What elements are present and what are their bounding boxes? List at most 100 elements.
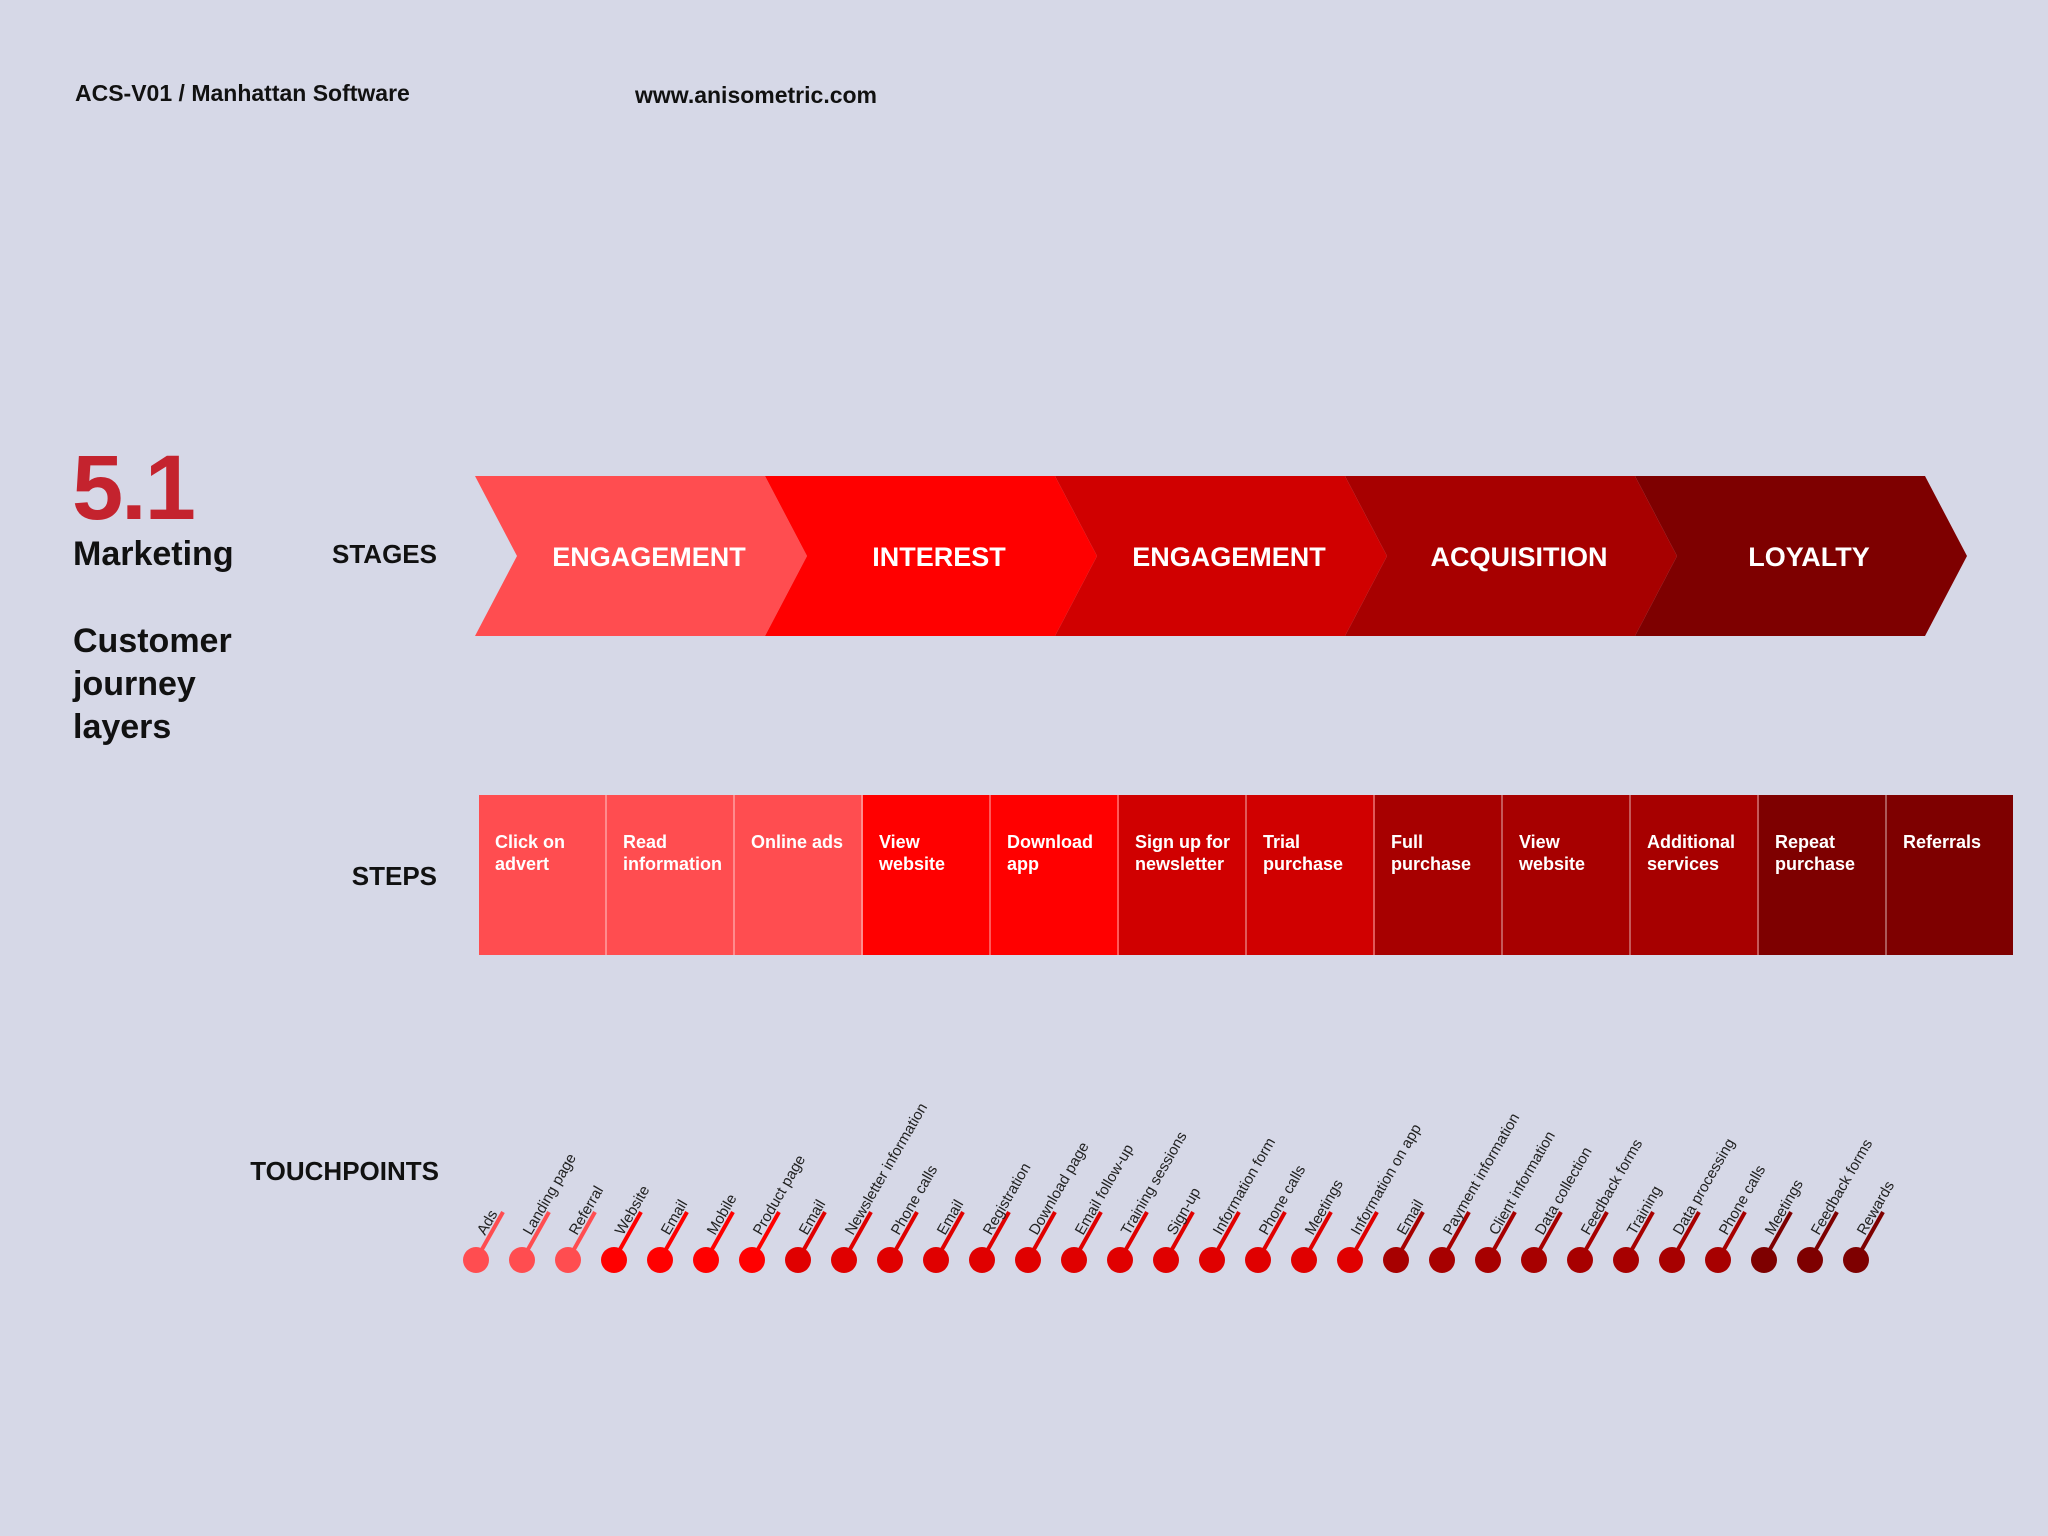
touchpoint-stem <box>520 1211 551 1261</box>
step-cell: Repeat purchase <box>1759 795 1887 955</box>
touchpoint-stem <box>1762 1211 1793 1261</box>
touchpoint-dot <box>1705 1247 1731 1273</box>
touchpoint-label: Information form <box>1210 1135 1279 1238</box>
touchpoint-dot <box>1659 1247 1685 1273</box>
touchpoint-stem <box>1164 1211 1195 1261</box>
touchpoint-dot <box>601 1247 627 1273</box>
touchpoint-label: Landing page <box>520 1151 580 1238</box>
touchpoint-stem <box>658 1211 689 1261</box>
touchpoint-stem <box>1348 1211 1379 1261</box>
touchpoint-label: Information on app <box>1348 1121 1425 1238</box>
steps-label: STEPS <box>351 861 437 891</box>
touchpoint-label: Feedback forms <box>1578 1136 1646 1238</box>
step-cell: Online ads <box>735 795 863 955</box>
touchpoint-dot <box>923 1247 949 1273</box>
touchpoint-dot <box>1429 1247 1455 1273</box>
touchpoint-dot <box>1061 1247 1087 1273</box>
touchpoint-stem <box>842 1211 873 1261</box>
step-cell: Read information <box>607 795 735 955</box>
touchpoint-label: Client information <box>1486 1128 1559 1238</box>
step-label: Download app <box>1007 832 1093 874</box>
touchpoint-dot <box>1153 1247 1179 1273</box>
touchpoint-dot <box>693 1247 719 1273</box>
touchpoint-dot <box>785 1247 811 1273</box>
touchpoint-label: Email <box>658 1197 691 1238</box>
step-label: Additional services <box>1647 832 1735 874</box>
touchpoint-dot <box>831 1247 857 1273</box>
step-label: Sign up for newsletter <box>1135 832 1230 874</box>
touchpoint-stem <box>1394 1211 1425 1261</box>
stages-label: STAGES <box>332 539 437 569</box>
touchpoint-stem <box>1670 1211 1701 1261</box>
step-label: Online ads <box>751 832 844 852</box>
step-label: View website <box>879 832 946 874</box>
touchpoint-stem <box>1072 1211 1103 1261</box>
touchpoint-label: Email follow-up <box>1072 1141 1138 1238</box>
touchpoint-label: Sign-up <box>1164 1185 1205 1238</box>
touchpoint-stem <box>888 1211 919 1261</box>
touchpoint-stem <box>1808 1211 1839 1261</box>
touchpoint-stem <box>1302 1211 1333 1261</box>
touchpoint-label: Phone calls <box>888 1162 942 1238</box>
touchpoint-stem <box>1486 1211 1517 1261</box>
touchpoint-label: Newsletter information <box>842 1100 931 1238</box>
step-cell: Click on advert <box>479 795 607 955</box>
touchpoint-dot <box>969 1247 995 1273</box>
touchpoint-label: Download page <box>1026 1139 1093 1238</box>
touchpoint-dot <box>509 1247 535 1273</box>
touchpoint-stem <box>1578 1211 1609 1261</box>
touchpoint-label: Training <box>1624 1183 1666 1238</box>
step-cell: Sign up for newsletter <box>1119 795 1247 955</box>
touchpoint-dot <box>1199 1247 1225 1273</box>
section-subtitle: Customer journey layers <box>73 622 232 746</box>
touchpoint-label: Email <box>934 1197 967 1238</box>
step-cell: View website <box>1503 795 1631 955</box>
touchpoint-label: Meetings <box>1302 1177 1347 1238</box>
touchpoint-dot <box>1797 1247 1823 1273</box>
touchpoint-stem <box>1118 1211 1149 1261</box>
stage-chevron <box>475 476 807 636</box>
touchpoint-label: Mobile <box>704 1191 741 1238</box>
stage-chevron <box>1635 476 1967 636</box>
touchpoint-stem <box>1854 1211 1885 1261</box>
touchpoint-label: Meetings <box>1762 1177 1807 1238</box>
touchpoint-label: Data collection <box>1532 1144 1596 1238</box>
touchpoint-stem <box>1716 1211 1747 1261</box>
touchpoint-label: Ads <box>474 1207 502 1238</box>
stage-label: ENGAGEMENT <box>552 542 746 572</box>
website-url: www.anisometric.com <box>635 82 877 108</box>
touchpoint-label: Website <box>612 1183 654 1238</box>
stage-label: ENGAGEMENT <box>1132 542 1326 572</box>
stage-label: INTEREST <box>872 542 1006 572</box>
touchpoint-stem <box>796 1211 827 1261</box>
touchpoint-label: Email <box>1394 1197 1427 1238</box>
touchpoint-dot <box>1521 1247 1547 1273</box>
touchpoint-dot <box>1567 1247 1593 1273</box>
stage-chevron <box>1055 476 1387 636</box>
touchpoint-stem <box>704 1211 735 1261</box>
touchpoint-dot <box>1107 1247 1133 1273</box>
touchpoint-stem <box>750 1211 781 1261</box>
touchpoint-dot <box>1613 1247 1639 1273</box>
step-label: Trial purchase <box>1263 832 1344 874</box>
touchpoint-stem <box>612 1211 643 1261</box>
stage-label: LOYALTY <box>1748 542 1870 572</box>
steps-row: Click on advert Read information Online ad… <box>479 795 2013 955</box>
touchpoint-label: Email <box>796 1197 829 1238</box>
touchpoint-label: Feedback forms <box>1808 1136 1876 1238</box>
section-title: Marketing <box>73 535 234 573</box>
step-label: View website <box>1519 832 1586 874</box>
touchpoint-label: Data processing <box>1670 1136 1739 1238</box>
step-label: Referrals <box>1903 832 1982 852</box>
touchpoint-stem <box>980 1211 1011 1261</box>
touchpoint-stem <box>1440 1211 1471 1261</box>
touchpoint-dot <box>1751 1247 1777 1273</box>
stages-chevrons: ENGAGEMENT INTEREST ENGAGEMENT ACQUISITION L… <box>475 476 1967 636</box>
touchpoint-stem <box>934 1211 965 1261</box>
step-label: Click on advert <box>495 832 566 874</box>
touchpoint-dot <box>1383 1247 1409 1273</box>
touchpoint-dot <box>1337 1247 1363 1273</box>
touchpoint-dot <box>1291 1247 1317 1273</box>
step-cell: Full purchase <box>1375 795 1503 955</box>
touchpoint-label: Training sessions <box>1118 1129 1191 1238</box>
